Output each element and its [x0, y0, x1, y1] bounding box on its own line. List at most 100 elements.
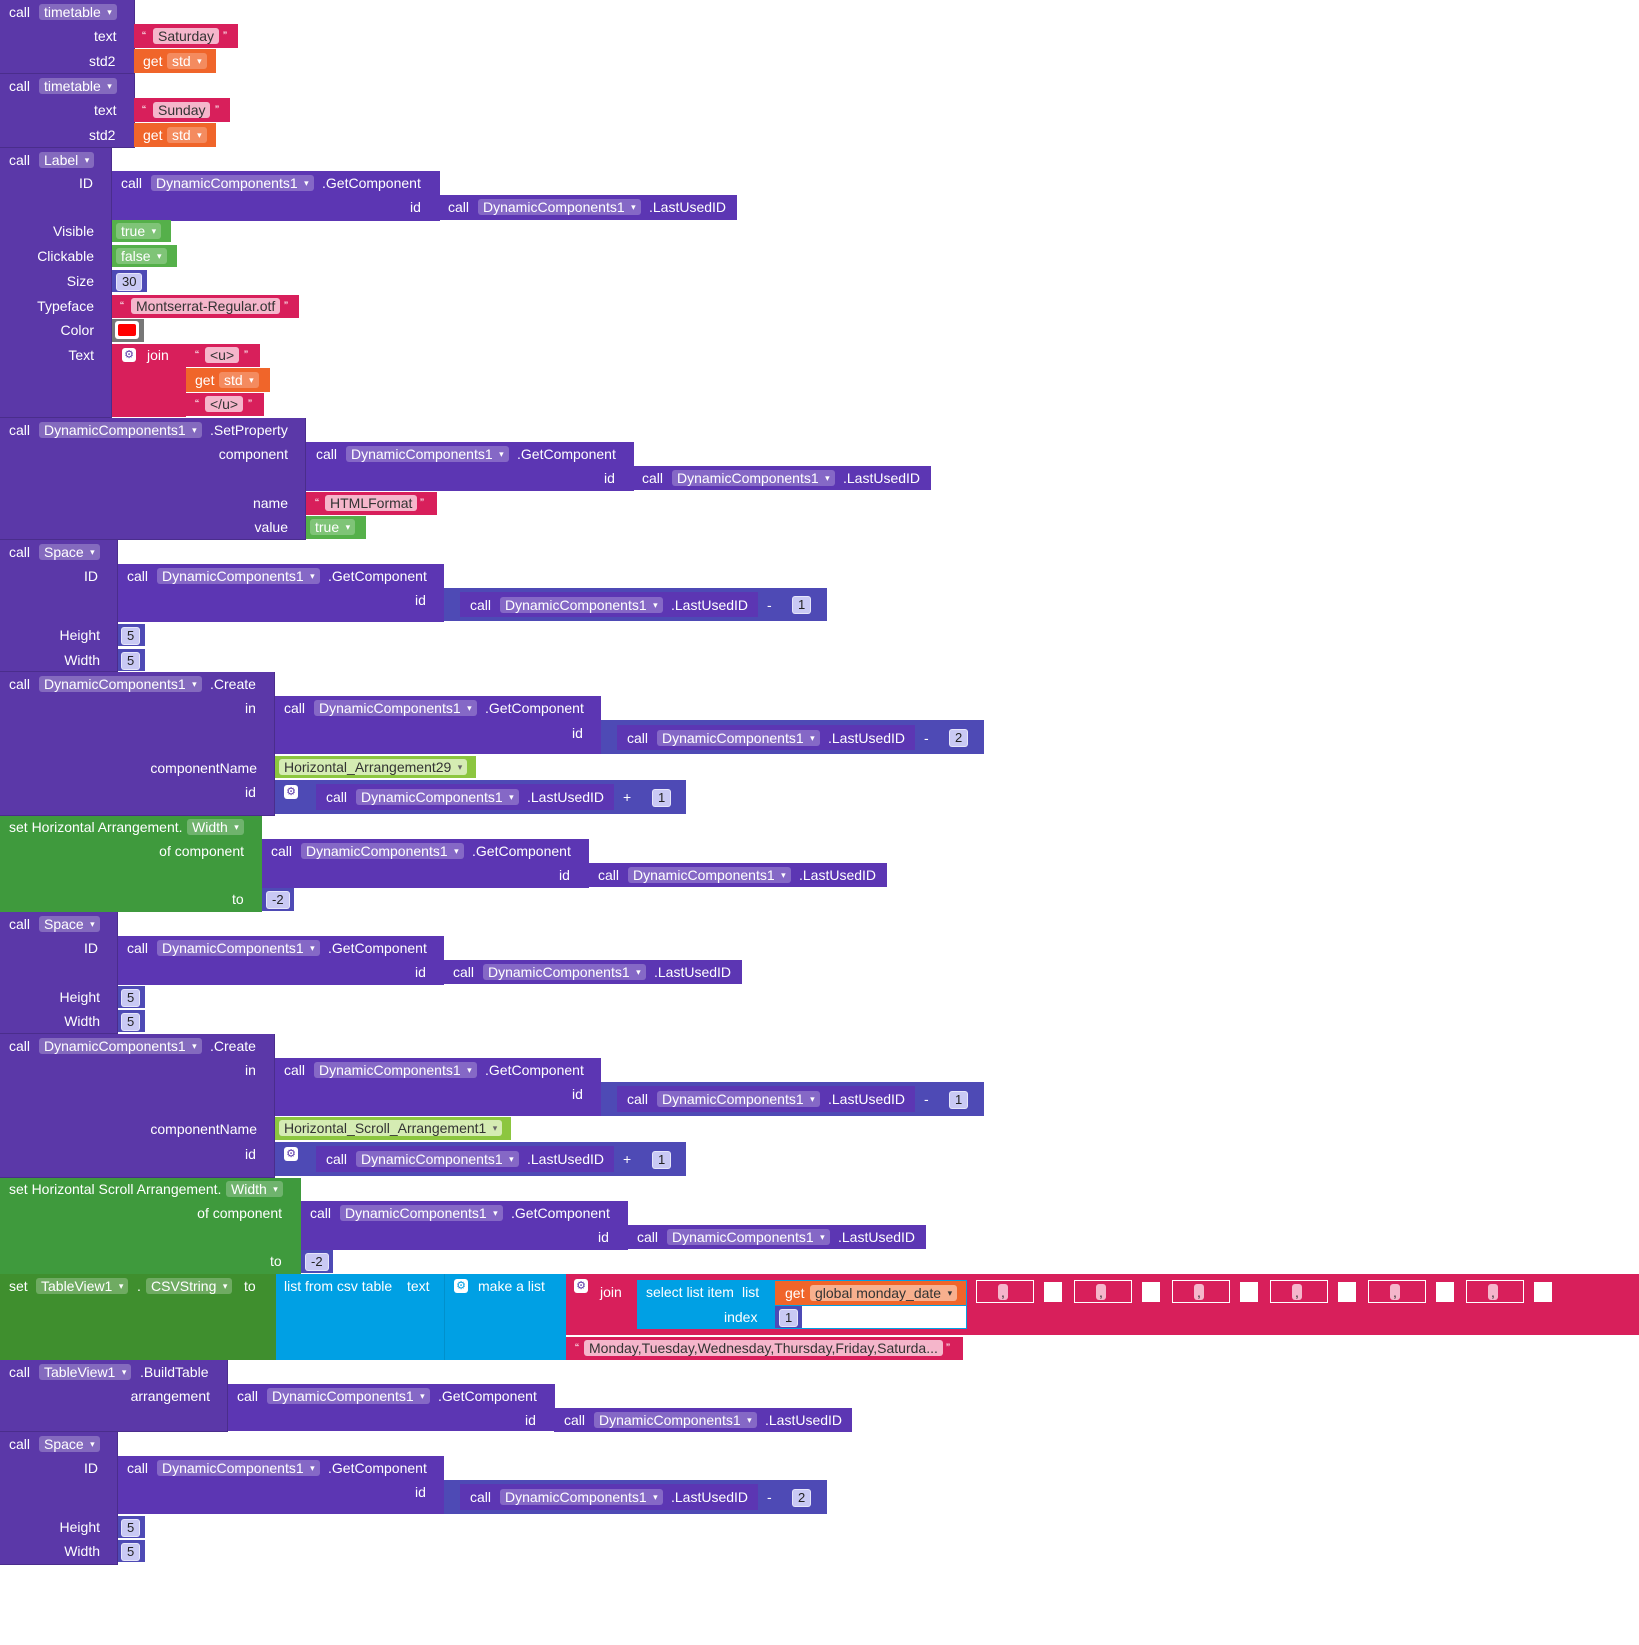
dc-dropdown[interactable]: DynamicComponents1 [39, 422, 202, 438]
std-dropdown[interactable]: std [167, 53, 207, 69]
dc-dropdown[interactable]: DynamicComponents1 [483, 964, 646, 980]
number-value[interactable]: 5 [121, 1543, 141, 1561]
csvstring-dropdown[interactable]: CSVString [146, 1278, 233, 1294]
dc-dropdown[interactable]: DynamicComponents1 [657, 1091, 820, 1107]
number-value[interactable]: 2 [949, 729, 969, 747]
mutator-gear-icon[interactable]: ⚙ [122, 348, 136, 362]
list-from-csv-block[interactable] [276, 1274, 444, 1360]
number-value[interactable]: 5 [121, 1013, 141, 1031]
comma-text-value[interactable]: , [1096, 1284, 1106, 1300]
number-value[interactable]: 1 [792, 596, 812, 614]
comma-text-value[interactable]: , [1292, 1284, 1302, 1300]
mutator-gear-icon[interactable]: ⚙ [574, 1279, 588, 1293]
dc-dropdown[interactable]: DynamicComponents1 [356, 789, 519, 805]
plus-operator[interactable]: + [623, 789, 632, 805]
text-value[interactable]: <u> [205, 347, 240, 363]
true-dropdown[interactable]: true [116, 223, 162, 239]
text-value[interactable]: Sunday [153, 102, 211, 118]
dc-dropdown[interactable]: DynamicComponents1 [157, 940, 320, 956]
minus-operator[interactable]: - [767, 597, 772, 613]
dc-dropdown[interactable]: DynamicComponents1 [267, 1388, 430, 1404]
timetable-dropdown[interactable]: timetable [39, 4, 117, 20]
dc-dropdown[interactable]: DynamicComponents1 [478, 199, 641, 215]
tableview-dropdown[interactable]: TableView1 [36, 1278, 129, 1294]
dc-dropdown[interactable]: DynamicComponents1 [301, 843, 464, 859]
call-keyword: call [316, 446, 338, 462]
width-dropdown[interactable]: Width [187, 819, 244, 835]
text-value[interactable]: Saturday [153, 28, 220, 44]
tableview-dropdown[interactable]: TableView1 [39, 1364, 132, 1380]
dc-dropdown[interactable]: DynamicComponents1 [667, 1229, 830, 1245]
create-block-1[interactable] [0, 672, 275, 816]
timetable-dropdown[interactable]: timetable [39, 78, 117, 94]
number-value[interactable]: 5 [121, 1519, 141, 1537]
number-value[interactable]: 1 [652, 1151, 672, 1169]
number-value[interactable]: 1 [652, 789, 672, 807]
dc-dropdown[interactable]: DynamicComponents1 [356, 1151, 519, 1167]
std-dropdown[interactable]: std [167, 127, 207, 143]
dc-dropdown[interactable]: DynamicComponents1 [628, 867, 791, 883]
dc-dropdown[interactable]: DynamicComponents1 [157, 1460, 320, 1476]
comma-text-value[interactable]: , [1390, 1284, 1400, 1300]
create-block-2[interactable] [0, 1034, 275, 1178]
text-value[interactable]: Montserrat-Regular.otf [131, 298, 281, 314]
dc-dropdown[interactable]: DynamicComponents1 [672, 470, 835, 486]
minus-operator[interactable]: - [924, 730, 929, 746]
dc-dropdown[interactable]: DynamicComponents1 [500, 597, 663, 613]
number-value[interactable]: -2 [305, 1253, 329, 1271]
number-value[interactable]: 5 [121, 989, 141, 1007]
call-keyword: call [326, 1151, 348, 1167]
comma-text-value[interactable]: , [1488, 1284, 1498, 1300]
text-value[interactable]: HTMLFormat [325, 495, 418, 511]
dc-dropdown[interactable]: DynamicComponents1 [500, 1489, 663, 1505]
number-value[interactable]: 5 [121, 652, 141, 670]
number-value[interactable]: -2 [266, 891, 290, 909]
component-type-dropdown[interactable]: Horizontal_Scroll_Arrangement1 [279, 1120, 503, 1136]
color-swatch[interactable] [115, 321, 139, 339]
dc-dropdown[interactable]: DynamicComponents1 [151, 175, 314, 191]
text-value[interactable]: </u> [205, 396, 244, 412]
number-value[interactable]: 5 [121, 627, 141, 645]
dc-dropdown[interactable]: DynamicComponents1 [657, 730, 820, 746]
number-value[interactable]: 2 [792, 1489, 812, 1507]
mutator-gear-icon[interactable]: ⚙ [284, 785, 298, 799]
param-ofcomponent: of component [197, 1205, 282, 1221]
text-value[interactable]: Monday,Tuesday,Wednesday,Thursday,Friday… [584, 1340, 943, 1356]
call-keyword: call [237, 1388, 259, 1404]
mutator-gear-icon[interactable]: ⚙ [454, 1279, 468, 1293]
plus-operator[interactable]: + [623, 1151, 632, 1167]
mutator-gear-icon[interactable]: ⚙ [284, 1147, 298, 1161]
call-space-block-3[interactable] [0, 1432, 118, 1565]
false-dropdown[interactable]: false [116, 248, 167, 264]
call-space-block-1[interactable] [0, 540, 118, 672]
std-dropdown[interactable]: std [219, 372, 259, 388]
component-type-dropdown[interactable]: Horizontal_Arrangement29 [279, 759, 468, 775]
width-dropdown[interactable]: Width [226, 1181, 283, 1197]
minus-operator[interactable]: - [924, 1091, 929, 1107]
dc-dropdown[interactable]: DynamicComponents1 [594, 1412, 757, 1428]
setproperty-block[interactable] [0, 418, 306, 540]
space-dropdown[interactable]: Space [39, 544, 100, 560]
call-keyword: call [598, 867, 620, 883]
minus-operator[interactable]: - [767, 1489, 772, 1505]
number-value[interactable]: 1 [949, 1091, 969, 1109]
label-dropdown[interactable]: Label [39, 152, 95, 168]
dc-dropdown[interactable]: DynamicComponents1 [39, 676, 202, 692]
dc-dropdown[interactable]: DynamicComponents1 [39, 1038, 202, 1054]
comma-text-value[interactable]: , [1194, 1284, 1204, 1300]
space-dropdown[interactable]: Space [39, 1436, 100, 1452]
dc-dropdown[interactable]: DynamicComponents1 [314, 1062, 477, 1078]
comma-text-value[interactable]: , [998, 1284, 1008, 1300]
space-dropdown[interactable]: Space [39, 916, 100, 932]
dc-dropdown[interactable]: DynamicComponents1 [157, 568, 320, 584]
call-space-block-2[interactable] [0, 912, 118, 1034]
number-value[interactable]: 30 [116, 273, 143, 291]
dc-dropdown[interactable]: DynamicComponents1 [346, 446, 509, 462]
true-dropdown[interactable]: true [310, 519, 356, 535]
call-label-block[interactable] [0, 148, 112, 418]
number-value[interactable]: 1 [779, 1309, 799, 1327]
dc-dropdown[interactable]: DynamicComponents1 [314, 700, 477, 716]
dc-dropdown[interactable]: DynamicComponents1 [340, 1205, 503, 1221]
global-var-dropdown[interactable]: global monday_date [810, 1285, 958, 1301]
list-keyword: list [742, 1284, 760, 1300]
